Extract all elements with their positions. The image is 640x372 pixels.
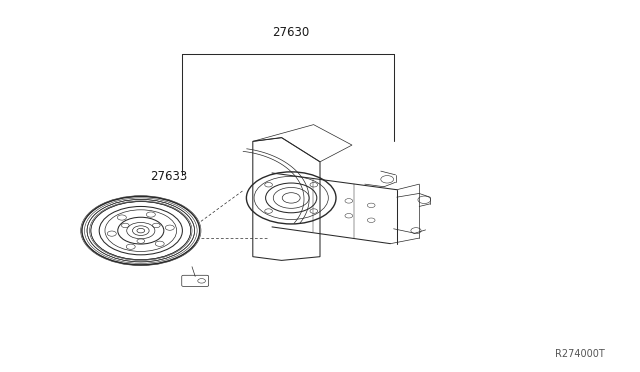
Text: 27633: 27633 [150,170,188,183]
Text: R274000T: R274000T [555,349,605,359]
Text: 27630: 27630 [273,26,310,39]
